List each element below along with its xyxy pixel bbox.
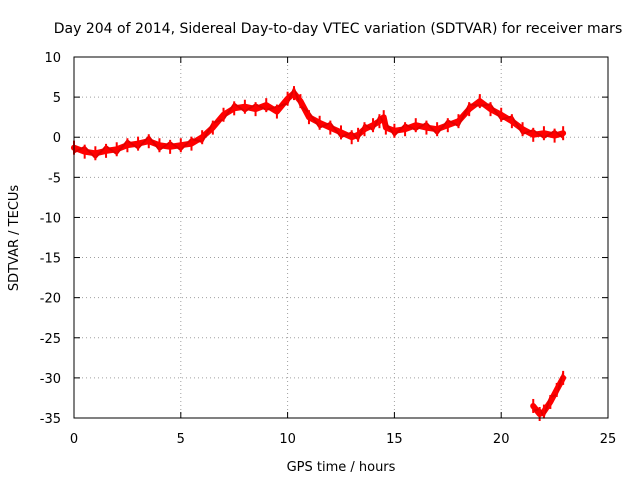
x-tick-label: 5 xyxy=(177,432,185,447)
y-tick-label: 0 xyxy=(53,131,61,146)
x-tick-label: 15 xyxy=(386,432,403,447)
y-tick-label: -5 xyxy=(48,171,61,186)
y-tick-label: 5 xyxy=(53,91,61,106)
series-line-band xyxy=(71,90,567,157)
y-tick-label: 10 xyxy=(44,51,61,66)
y-tick-label: -10 xyxy=(40,211,61,226)
y-tick-label: -35 xyxy=(40,412,61,427)
axis-ticks xyxy=(73,56,609,419)
x-tick-label: 20 xyxy=(493,432,510,447)
y-tick-labels: 10 5 0 -5 -10 -15 -20 -25 -30 -35 xyxy=(40,51,61,427)
y-tick-label: -15 xyxy=(40,252,61,267)
plot-frame xyxy=(73,56,609,419)
x-tick-label: 10 xyxy=(279,432,296,447)
y-tick-label: -25 xyxy=(40,332,61,347)
chart-title: Day 204 of 2014, Sidereal Day-to-day VTE… xyxy=(54,21,622,37)
x-axis-label: GPS time / hours xyxy=(287,460,396,475)
series-line-band xyxy=(530,374,567,417)
y-tick-label: -30 xyxy=(40,372,61,387)
y-tick-label: -20 xyxy=(40,292,61,307)
x-tick-label: 0 xyxy=(70,432,78,447)
grid-lines xyxy=(74,57,608,418)
x-tick-label: 25 xyxy=(600,432,617,447)
series-line-detail xyxy=(532,372,565,418)
series-layer xyxy=(71,86,567,421)
y-axis-label: SDTVAR / TECUs xyxy=(7,185,22,292)
x-tick-labels: 0 5 10 15 20 25 xyxy=(70,432,616,447)
